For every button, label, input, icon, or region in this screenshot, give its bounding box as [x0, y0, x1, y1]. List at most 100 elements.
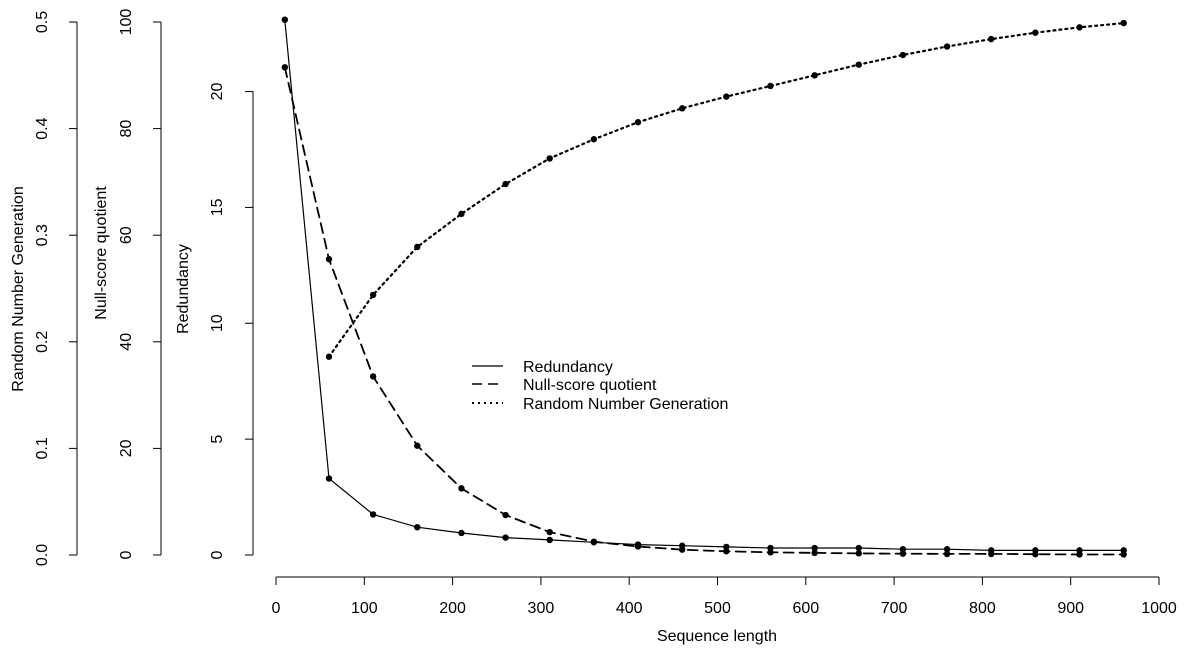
point-random-number-generation-960	[1120, 19, 1127, 27]
y-tick-label-rng-0.2: 0.2	[34, 331, 51, 353]
point-random-number-generation-60	[325, 353, 333, 360]
y-tick-label-rng-0.0: 0.0	[34, 544, 51, 566]
point-random-number-generation-660	[855, 61, 862, 68]
point-redundancy-510	[723, 543, 730, 551]
point-random-number-generation-860	[1032, 29, 1039, 36]
y-axis-rng: 0.0 0.1 0.2 0.3 0.4 0.5 Random Number Generati…	[10, 11, 78, 566]
series-random-number-generation	[325, 19, 1127, 360]
legend: Redundancy Null-score quotient Random Nu…	[472, 359, 728, 413]
point-redundancy-260	[502, 534, 509, 541]
point-redundancy-610	[811, 544, 818, 552]
point-random-number-generation-810	[988, 35, 995, 43]
point-null-score-quotient-310	[546, 528, 553, 536]
point-redundancy-60	[325, 475, 333, 482]
point-random-number-generation-160	[414, 243, 421, 251]
point-null-score-quotient-410	[634, 543, 642, 550]
point-null-score-quotient-560	[767, 549, 774, 556]
x-ticks: 0 100 200 300 400 500 600 700 800 900 1000	[272, 577, 1177, 617]
y-tick-label-rng-0.3: 0.3	[34, 224, 51, 246]
y-axis-title-red: Redundancy	[175, 244, 192, 334]
point-null-score-quotient-910	[1076, 551, 1083, 558]
point-redundancy-760	[943, 546, 951, 553]
x-tick-label-100: 100	[351, 600, 378, 617]
point-null-score-quotient-160	[414, 442, 421, 449]
series-line-random-number-generation	[327, 22, 1125, 358]
x-axis-title: Sequence length	[657, 628, 777, 645]
point-random-number-generation-310	[546, 155, 553, 162]
y-tick-label-rng-0.1: 0.1	[34, 437, 51, 459]
point-null-score-quotient-710	[899, 550, 907, 557]
point-random-number-generation-410	[634, 119, 642, 126]
x-tick-label-1000: 1000	[1141, 600, 1177, 617]
y-axes: 0.0 0.1 0.2 0.3 0.4 0.5 Random Number Generati…	[10, 9, 254, 566]
point-random-number-generation-260	[502, 180, 509, 188]
point-random-number-generation-110	[369, 291, 377, 299]
point-null-score-quotient-60	[325, 255, 333, 263]
point-null-score-quotient-510	[723, 548, 730, 555]
y-tick-label-red-15: 15	[209, 198, 226, 216]
point-redundancy-310	[546, 536, 553, 544]
legend-label-redundancy: Redundancy	[523, 359, 613, 376]
point-random-number-generation-910	[1076, 24, 1083, 31]
y-tick-label-red-20: 20	[209, 83, 226, 101]
point-random-number-generation-510	[723, 93, 730, 100]
y-axis-title-nsq: Null-score quotient	[93, 186, 110, 320]
x-tick-label-800: 800	[969, 600, 996, 617]
point-random-number-generation-610	[811, 72, 818, 79]
y-tick-label-red-0: 0	[209, 550, 226, 559]
legend-label-null-score: Null-score quotient	[523, 377, 657, 394]
y-tick-label-nsq-20: 20	[118, 439, 135, 457]
point-random-number-generation-360	[590, 136, 598, 143]
y-tick-label-rng-0.4: 0.4	[34, 117, 51, 139]
x-tick-label-0: 0	[272, 600, 281, 617]
point-null-score-quotient-610	[811, 549, 818, 557]
point-null-score-quotient-760	[943, 550, 951, 558]
y-tick-label-red-5: 5	[209, 435, 226, 444]
point-null-score-quotient-860	[1032, 551, 1039, 558]
legend-label-rng: Random Number Generation	[523, 396, 728, 413]
y-tick-label-nsq-60: 60	[118, 226, 135, 244]
point-redundancy-110	[369, 511, 377, 518]
point-redundancy-10	[281, 16, 289, 23]
point-null-score-quotient-10	[281, 64, 289, 71]
y-tick-label-nsq-80: 80	[118, 120, 135, 138]
x-tick-label-500: 500	[704, 600, 731, 617]
y-tick-label-nsq-40: 40	[118, 333, 135, 351]
point-null-score-quotient-210	[458, 485, 465, 492]
series-layer	[281, 16, 1127, 558]
point-null-score-quotient-360	[590, 538, 598, 545]
point-random-number-generation-710	[899, 51, 907, 59]
y-axis-title-rng: Random Number Generation	[10, 186, 27, 391]
y-tick-label-nsq-100: 100	[118, 9, 135, 36]
x-tick-label-700: 700	[881, 600, 908, 617]
series-redundancy	[281, 16, 1127, 554]
x-tick-label-300: 300	[528, 600, 555, 617]
point-random-number-generation-460	[678, 105, 686, 112]
point-null-score-quotient-810	[988, 550, 995, 558]
x-tick-label-400: 400	[616, 600, 643, 617]
point-null-score-quotient-110	[369, 373, 377, 380]
point-redundancy-160	[414, 523, 421, 531]
x-tick-label-200: 200	[439, 600, 466, 617]
series-null-score-quotient	[281, 64, 1127, 558]
point-null-score-quotient-260	[502, 511, 509, 519]
series-line-null-score-quotient	[283, 66, 1125, 556]
point-redundancy-710	[899, 546, 907, 553]
point-random-number-generation-560	[767, 82, 774, 90]
y-axis-red: 0 5 10 15 20 Redundancy	[175, 83, 254, 559]
x-axis: 0 100 200 300 400 500 600 700 800 900 1000 Sequenc…	[272, 576, 1177, 645]
point-random-number-generation-210	[458, 210, 465, 218]
point-redundancy-210	[458, 529, 465, 537]
y-tick-label-nsq-0: 0	[118, 550, 135, 559]
point-null-score-quotient-460	[678, 546, 686, 553]
point-null-score-quotient-960	[1120, 551, 1127, 558]
y-axis-nsq: 0 20 40 60 80 100 Null-score quotient	[93, 9, 162, 559]
point-redundancy-660	[855, 544, 862, 552]
x-tick-label-900: 900	[1057, 600, 1084, 617]
y-tick-label-rng-0.5: 0.5	[34, 11, 51, 33]
point-null-score-quotient-660	[855, 550, 862, 557]
x-tick-label-600: 600	[792, 600, 819, 617]
point-random-number-generation-760	[943, 43, 951, 50]
y-tick-label-red-10: 10	[209, 314, 226, 332]
